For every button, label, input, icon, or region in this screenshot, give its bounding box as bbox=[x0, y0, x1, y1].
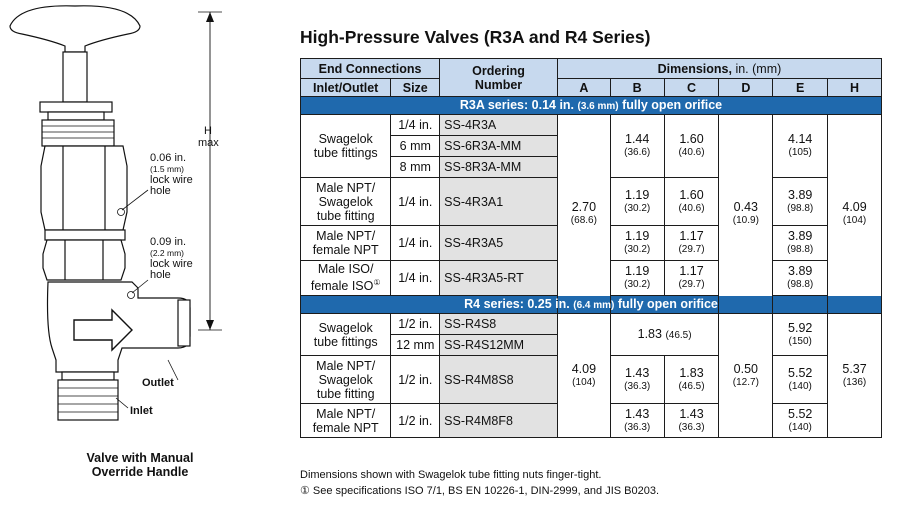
r4-g2-dim-e: 5.52 (140) bbox=[772, 355, 829, 404]
outlet-label: Outlet bbox=[142, 377, 174, 389]
lock-wire-hole-lower-label: 0.09 in. (2.2 mm) lock wire hole bbox=[150, 236, 193, 281]
h-sub-label: max bbox=[198, 137, 219, 149]
header-dimensions: Dimensions, in. (mm) bbox=[556, 58, 883, 79]
ordering-number-cell: SS-4R3A1 bbox=[439, 177, 558, 226]
r4-series-band: R4 series: 0.25 in. (6.4 mm) fully open … bbox=[300, 295, 882, 314]
note-iso-specs: ① See specifications ISO 7/1, BS EN 1022… bbox=[300, 485, 660, 497]
r4-g3-dim-c: 1.43 (36.3) bbox=[663, 403, 720, 438]
r4-g2-dim-b: 1.43 (36.3) bbox=[609, 355, 665, 404]
r3a-dim-a: 2.70 (68.6) bbox=[556, 114, 611, 314]
r4-g2-connection: Male NPT/Swagelok tube fitting bbox=[299, 355, 392, 404]
ordering-number-cell: SS-R4S12MM bbox=[439, 334, 558, 356]
header-b: B bbox=[609, 78, 665, 97]
size-cell: 1/4 in. bbox=[390, 225, 441, 261]
ordering-number-cell: SS-4R3A5-RT bbox=[439, 260, 558, 296]
r4-g3-dim-b: 1.43 (36.3) bbox=[609, 403, 665, 438]
r3a-g4-dim-e: 3.89 (98.8) bbox=[772, 260, 829, 296]
size-cell: 6 mm bbox=[390, 135, 441, 157]
header-d: D bbox=[718, 78, 774, 97]
r3a-dim-d: 0.43 (10.9) bbox=[718, 114, 774, 314]
ordering-number-cell: SS-4R3A bbox=[439, 114, 558, 136]
r3a-g1-dim-e: 4.14 (105) bbox=[772, 114, 829, 178]
page-title: High-Pressure Valves (R3A and R4 Series) bbox=[300, 27, 651, 47]
r3a-g2-connection: Male NPT/Swagelok tube fitting bbox=[299, 177, 392, 226]
ordering-number-cell: SS-R4M8F8 bbox=[439, 403, 558, 438]
r3a-series-band: R3A series: 0.14 in. (3.6 mm) fully open… bbox=[300, 96, 882, 115]
table-row: Male NPT/Swagelok tube fitting 1/4 in. SS… bbox=[299, 177, 882, 226]
r3a-g1-connection: Swagelok tube fittings bbox=[299, 114, 392, 178]
r3a-g3-dim-e: 3.89 (98.8) bbox=[772, 225, 829, 261]
valve-illustration bbox=[9, 5, 222, 421]
r3a-g4-dim-b: 1.19 (30.2) bbox=[609, 260, 665, 296]
r3a-g1-dim-c: 1.60 (40.6) bbox=[663, 114, 720, 178]
valve-drawing: H max 0.06 in. (1.5 mm) lock wire hole 0… bbox=[0, 0, 280, 528]
header-a: A bbox=[556, 78, 611, 97]
table-row: Swagelok tube fittings 1/2 in. SS-R4S8 4.… bbox=[299, 313, 882, 438]
r4-g1-connection: Swagelok tube fittings bbox=[299, 313, 392, 356]
size-cell: 12 mm bbox=[390, 334, 441, 356]
lock-wire-hole-upper-label: 0.06 in. (1.5 mm) lock wire hole bbox=[150, 152, 193, 197]
table-row: Male NPT/female NPT 1/4 in. SS-4R3A5 1.1… bbox=[299, 225, 882, 261]
r3a-g2-dim-e: 3.89 (98.8) bbox=[772, 177, 829, 226]
header-size: Size bbox=[390, 78, 441, 97]
header-c: C bbox=[663, 78, 720, 97]
h-label: H bbox=[204, 125, 212, 137]
size-cell: 1/4 in. bbox=[390, 260, 441, 296]
size-cell: 1/2 in. bbox=[390, 403, 441, 438]
specs-table: End Connections Ordering Number Dimension… bbox=[299, 58, 883, 438]
r3a-g3-connection: Male NPT/female NPT bbox=[299, 225, 392, 261]
table-row: 6 mm SS-6R3A-MM bbox=[301, 135, 882, 157]
r3a-dim-h: 4.09 (104) bbox=[827, 114, 882, 314]
r4-dim-h: 5.37 (136) bbox=[827, 313, 882, 438]
table-notes: Dimensions shown with Swagelok tube fitt… bbox=[300, 467, 659, 499]
table-row: 12 mm SS-R4S12MM bbox=[301, 334, 882, 356]
ordering-number-cell: SS-8R3A-MM bbox=[439, 156, 558, 178]
r3a-g4-connection: Male ISO/female ISO① bbox=[299, 260, 392, 296]
size-cell: 1/2 in. bbox=[390, 355, 441, 404]
r3a-g4-dim-c: 1.17 (29.7) bbox=[663, 260, 720, 296]
r3a-g2-dim-b: 1.19 (30.2) bbox=[609, 177, 665, 226]
r4-dim-a: 4.09 (104) bbox=[556, 313, 611, 438]
r3a-g3-dim-b: 1.19 (30.2) bbox=[609, 225, 665, 261]
table-row: Male NPT/Swagelok tube fitting 1/2 in. SS… bbox=[299, 355, 882, 404]
r4-g3-dim-e: 5.52 (140) bbox=[772, 403, 829, 438]
r3a-g3-dim-c: 1.17 (29.7) bbox=[663, 225, 720, 261]
r4-g2-dim-c: 1.83 (46.5) bbox=[663, 355, 720, 404]
header-h: H bbox=[827, 78, 882, 97]
r4-g1-dim-e: 5.92 (150) bbox=[772, 313, 829, 356]
r3a-g2-dim-c: 1.60 (40.6) bbox=[663, 177, 720, 226]
size-cell: 8 mm bbox=[390, 156, 441, 178]
ordering-number-cell: SS-R4S8 bbox=[439, 313, 558, 335]
header-end-connections: End Connections bbox=[299, 58, 441, 79]
inlet-label: Inlet bbox=[130, 405, 153, 417]
r4-g3-connection: Male NPT/female NPT bbox=[299, 403, 392, 438]
ordering-number-cell: SS-R4M8S8 bbox=[439, 355, 558, 404]
r4-g1-dim-bc: 1.83 (46.5) bbox=[609, 313, 720, 356]
header-ordering-number: Ordering Number bbox=[439, 58, 558, 97]
drawing-caption: Valve with Manual Override Handle bbox=[86, 451, 194, 479]
table-row: Male ISO/female ISO① 1/4 in. SS-4R3A5-RT… bbox=[299, 260, 882, 296]
table-row: Male NPT/female NPT 1/2 in. SS-R4M8F8 1.… bbox=[299, 403, 882, 438]
table-row: Swagelok tube fittings 1/4 in. SS-4R3A 2.… bbox=[299, 114, 882, 314]
ordering-number-cell: SS-6R3A-MM bbox=[439, 135, 558, 157]
size-cell: 1/2 in. bbox=[390, 313, 441, 335]
note-finger-tight: Dimensions shown with Swagelok tube fitt… bbox=[300, 469, 602, 481]
ordering-number-cell: SS-4R3A5 bbox=[439, 225, 558, 261]
size-cell: 1/4 in. bbox=[390, 114, 441, 136]
r3a-g1-dim-b: 1.44 (36.6) bbox=[609, 114, 665, 178]
r4-dim-d: 0.50 (12.7) bbox=[718, 313, 774, 438]
header-e: E bbox=[772, 78, 829, 97]
size-cell: 1/4 in. bbox=[390, 177, 441, 226]
header-inlet-outlet: Inlet/Outlet bbox=[299, 78, 392, 97]
